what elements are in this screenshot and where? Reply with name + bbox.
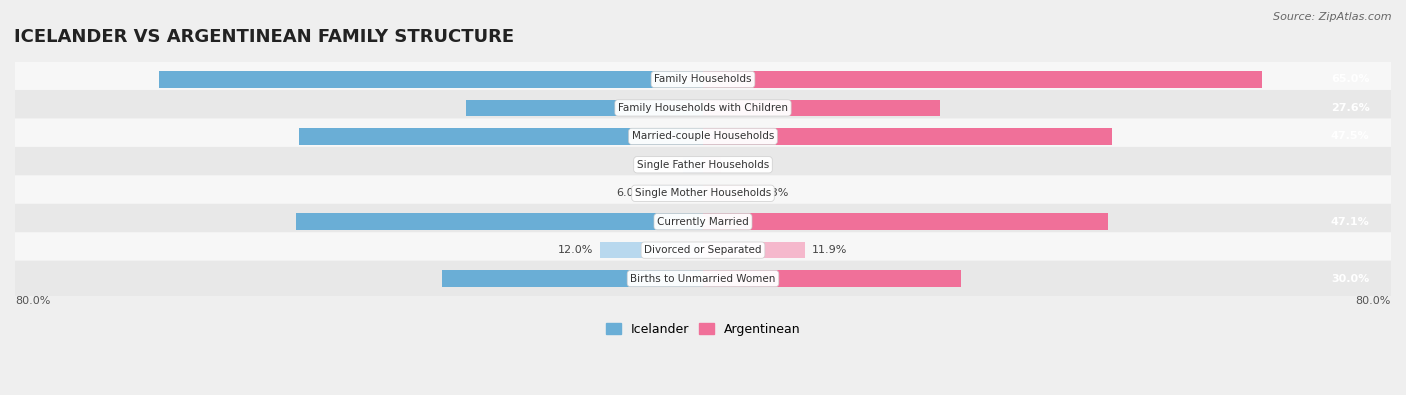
Text: Single Mother Households: Single Mother Households xyxy=(636,188,770,198)
Text: 65.0%: 65.0% xyxy=(1331,75,1369,85)
Text: Divorced or Separated: Divorced or Separated xyxy=(644,245,762,255)
Text: 30.0%: 30.0% xyxy=(1331,274,1369,284)
Text: 11.9%: 11.9% xyxy=(813,245,848,255)
Text: Births to Unmarried Women: Births to Unmarried Women xyxy=(630,274,776,284)
Text: 47.5%: 47.5% xyxy=(1331,132,1369,141)
Bar xyxy=(703,156,721,173)
Text: 30.3%: 30.3% xyxy=(682,274,720,284)
Text: 2.1%: 2.1% xyxy=(728,160,756,170)
Legend: Icelander, Argentinean: Icelander, Argentinean xyxy=(600,318,806,341)
Text: 80.0%: 80.0% xyxy=(1355,296,1391,306)
Text: 47.3%: 47.3% xyxy=(682,217,720,227)
Bar xyxy=(703,128,1112,145)
Text: 5.8%: 5.8% xyxy=(759,188,789,198)
Bar xyxy=(299,128,703,145)
Bar xyxy=(600,242,703,258)
Bar xyxy=(683,156,703,173)
Bar xyxy=(703,100,941,116)
FancyBboxPatch shape xyxy=(10,232,1396,268)
FancyBboxPatch shape xyxy=(10,175,1396,211)
FancyBboxPatch shape xyxy=(10,204,1396,240)
Text: Currently Married: Currently Married xyxy=(657,217,749,227)
Bar xyxy=(703,270,960,287)
Text: Married-couple Households: Married-couple Households xyxy=(631,132,775,141)
Text: 12.0%: 12.0% xyxy=(558,245,593,255)
Text: Source: ZipAtlas.com: Source: ZipAtlas.com xyxy=(1274,12,1392,22)
Bar xyxy=(703,213,1108,230)
Bar xyxy=(443,270,703,287)
Text: 63.3%: 63.3% xyxy=(682,75,720,85)
Text: 6.0%: 6.0% xyxy=(616,188,644,198)
Bar xyxy=(651,185,703,201)
Text: ICELANDER VS ARGENTINEAN FAMILY STRUCTURE: ICELANDER VS ARGENTINEAN FAMILY STRUCTUR… xyxy=(14,28,515,46)
Text: Single Father Households: Single Father Households xyxy=(637,160,769,170)
Text: 47.1%: 47.1% xyxy=(1330,217,1369,227)
FancyBboxPatch shape xyxy=(10,62,1396,98)
Bar xyxy=(159,71,703,88)
FancyBboxPatch shape xyxy=(10,147,1396,183)
FancyBboxPatch shape xyxy=(10,90,1396,126)
Text: 2.3%: 2.3% xyxy=(648,160,676,170)
Bar xyxy=(297,213,703,230)
Text: 27.6%: 27.6% xyxy=(1330,103,1369,113)
FancyBboxPatch shape xyxy=(10,261,1396,297)
Text: Family Households: Family Households xyxy=(654,75,752,85)
Bar xyxy=(703,71,1263,88)
Bar xyxy=(703,185,752,201)
Text: Family Households with Children: Family Households with Children xyxy=(619,103,787,113)
Text: 47.0%: 47.0% xyxy=(682,132,720,141)
Text: 27.6%: 27.6% xyxy=(682,103,720,113)
Text: 80.0%: 80.0% xyxy=(15,296,51,306)
Bar xyxy=(465,100,703,116)
Bar xyxy=(703,242,806,258)
FancyBboxPatch shape xyxy=(10,118,1396,154)
